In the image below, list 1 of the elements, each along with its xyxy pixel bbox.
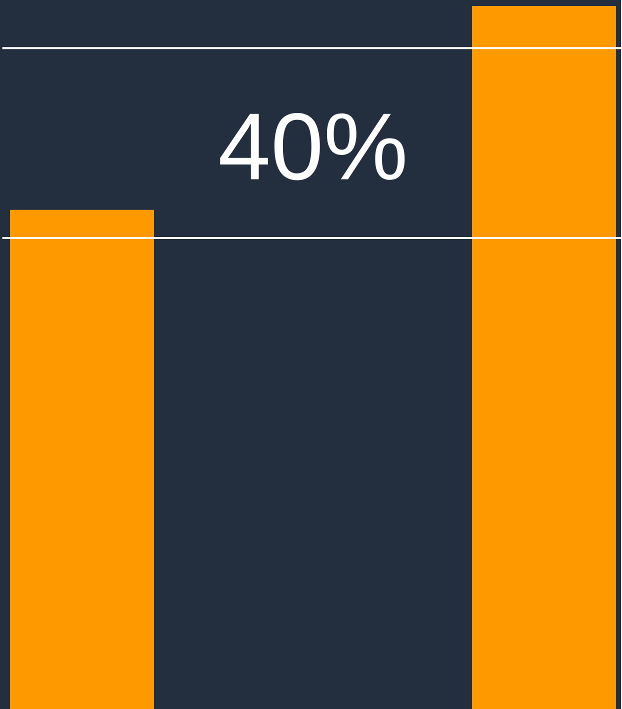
annotation: 40% <box>220 112 405 180</box>
